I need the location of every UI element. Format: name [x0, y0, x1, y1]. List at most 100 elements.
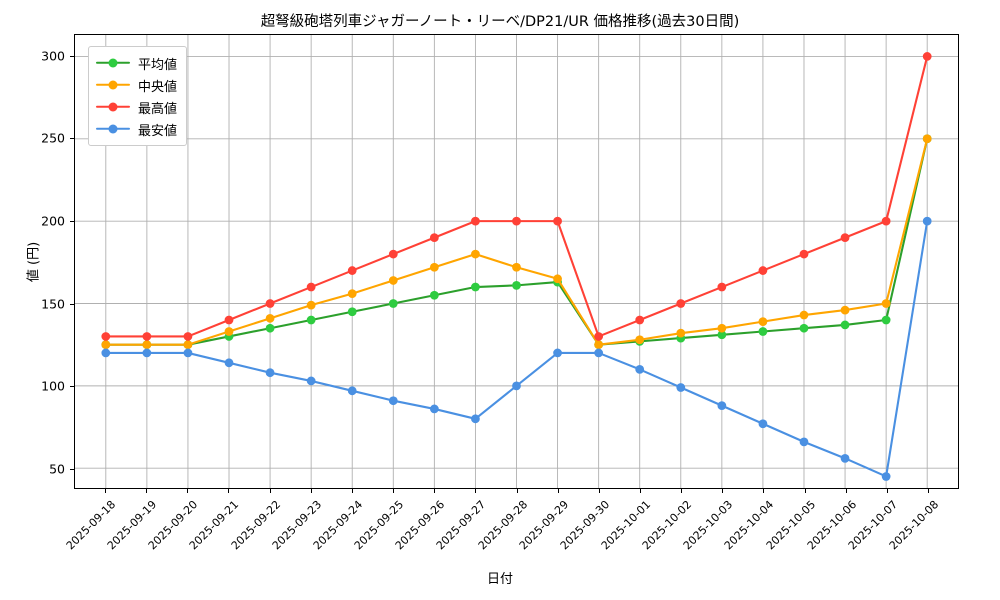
series-2: [101, 52, 932, 341]
data-point: [512, 262, 521, 272]
data-point: [101, 340, 111, 350]
data-point: [388, 276, 398, 285]
data-point: [265, 368, 275, 378]
y-axis-label-holder: 値 (円): [27, 34, 959, 489]
legend-item-1[interactable]: 中央値: [96, 74, 177, 96]
legend-label: 最安値: [138, 123, 178, 139]
data-point: [717, 323, 727, 333]
y-axis-tick-label: 200: [41, 213, 65, 229]
y-axis-tick-label: 100: [41, 378, 65, 394]
data-point: [922, 134, 932, 144]
x-axis-tick-mark: [598, 489, 600, 493]
data-point: [306, 300, 316, 310]
legend-swatch-icon: [96, 122, 130, 136]
x-axis-tick-mark: [804, 489, 806, 493]
y-axis-tick-label: 250: [41, 130, 65, 146]
data-point: [799, 437, 809, 447]
data-point: [429, 290, 439, 300]
data-point: [471, 282, 480, 292]
grid-lines: [75, 35, 958, 488]
data-point: [881, 315, 891, 325]
data-point: [512, 281, 521, 290]
data-point: [635, 365, 645, 374]
data-point: [840, 453, 850, 463]
data-point: [224, 358, 234, 368]
series-3: [101, 216, 932, 481]
data-point: [799, 323, 809, 333]
x-axis-tick-mark: [557, 489, 559, 493]
x-axis-tick-mark: [516, 489, 518, 493]
y-axis-tick-mark: [70, 138, 74, 140]
legend-item-3[interactable]: 最安値: [96, 118, 177, 140]
x-axis-tick-mark: [681, 489, 683, 493]
data-point: [635, 335, 645, 345]
data-point: [142, 348, 152, 358]
data-point: [881, 472, 891, 481]
x-axis-tick-mark: [269, 489, 271, 493]
data-series-layer: [101, 52, 932, 481]
x-axis-tick-mark: [722, 489, 724, 493]
data-point: [306, 315, 316, 325]
data-point: [676, 299, 686, 308]
data-point: [840, 233, 850, 242]
y-axis-tick-label: 50: [49, 461, 65, 477]
data-point: [471, 249, 480, 259]
data-point: [881, 299, 891, 308]
x-axis-tick-mark: [310, 489, 312, 493]
y-axis-tick-mark: [70, 303, 74, 305]
legend-swatch-icon: [96, 78, 130, 92]
data-point: [306, 282, 316, 292]
data-point: [347, 289, 357, 299]
legend-item-2[interactable]: 最高値: [96, 96, 177, 118]
data-point: [717, 330, 727, 340]
data-point: [347, 266, 357, 275]
data-point: [758, 266, 768, 275]
data-point: [142, 340, 152, 350]
data-point: [142, 332, 152, 341]
data-point: [758, 419, 768, 429]
data-point: [799, 310, 809, 320]
legend-swatch-icon: [96, 100, 130, 114]
data-point: [594, 348, 604, 358]
data-point: [183, 332, 193, 341]
data-point: [224, 327, 234, 336]
x-axis-tick-mark: [104, 489, 106, 493]
data-point: [347, 386, 357, 396]
data-point: [717, 282, 727, 292]
x-axis-tick-mark: [886, 489, 888, 493]
x-axis-tick-mark: [146, 489, 148, 493]
data-point: [553, 274, 562, 284]
data-point: [306, 376, 316, 386]
x-axis-tick-mark: [228, 489, 230, 493]
data-point: [388, 396, 398, 406]
data-point: [758, 317, 768, 327]
y-axis-tick-mark: [70, 469, 74, 471]
x-axis-tick-mark: [434, 489, 436, 493]
data-point: [183, 340, 193, 350]
x-axis-label: 日付: [486, 572, 513, 587]
data-point: [101, 332, 111, 341]
data-point: [388, 299, 398, 308]
data-point: [594, 332, 604, 341]
legend-item-0[interactable]: 平均値: [96, 52, 177, 74]
x-axis-tick-mark: [639, 489, 641, 493]
data-point: [265, 313, 275, 323]
x-axis-tick-mark: [763, 489, 765, 493]
x-axis-tick-mark: [393, 489, 394, 493]
data-point: [635, 315, 645, 325]
data-point: [429, 262, 439, 272]
data-point: [553, 216, 562, 226]
data-point: [676, 328, 686, 338]
legend-label: 中央値: [138, 79, 178, 95]
y-axis-tick-mark: [70, 220, 74, 222]
x-axis-tick-mark: [845, 489, 847, 493]
y-axis-tick-label: 150: [41, 296, 65, 312]
data-point: [471, 216, 480, 226]
data-point: [840, 320, 850, 330]
data-point: [347, 307, 357, 317]
chart-legend[interactable]: 平均値中央値 最高値最安値: [88, 46, 188, 146]
data-point: [512, 216, 521, 226]
data-point: [429, 233, 439, 242]
y-axis-tick-label: 300: [41, 48, 65, 63]
